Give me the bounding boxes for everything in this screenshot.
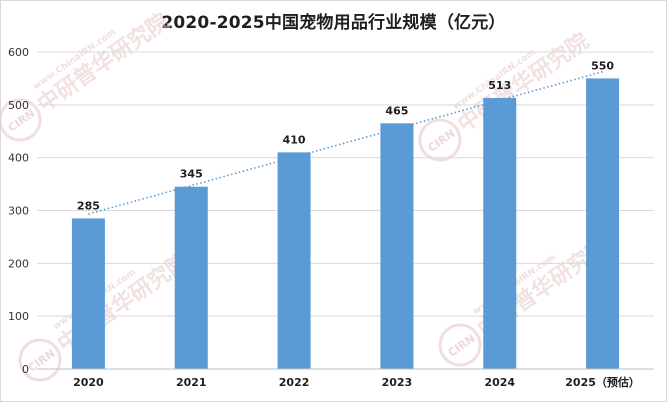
y-tick-label: 200 bbox=[8, 257, 29, 270]
x-tick-label: 2020 bbox=[73, 376, 104, 389]
data-label: 410 bbox=[283, 133, 306, 146]
watermark-logo bbox=[18, 338, 62, 382]
watermark-brand: 中研普华研究院 bbox=[453, 28, 594, 138]
watermark-logo bbox=[438, 323, 482, 367]
y-tick-label: 600 bbox=[8, 46, 29, 59]
data-label: 465 bbox=[385, 104, 408, 117]
y-tick-label: 100 bbox=[8, 310, 29, 323]
data-label: 285 bbox=[77, 199, 100, 212]
bar bbox=[174, 186, 208, 369]
watermark-brand: 中研普华研究院 bbox=[33, 8, 174, 118]
x-tick-label: 2025（预估） bbox=[565, 375, 640, 389]
bar bbox=[277, 152, 311, 369]
x-tick-label: 2022 bbox=[279, 376, 310, 389]
bar bbox=[380, 123, 414, 369]
data-label: 550 bbox=[591, 59, 614, 72]
y-tick-label: 500 bbox=[8, 99, 29, 112]
x-tick-label: 2021 bbox=[176, 376, 207, 389]
bar bbox=[586, 78, 620, 370]
watermark-logo bbox=[418, 118, 462, 162]
bar bbox=[483, 97, 517, 369]
x-tick-label: 2024 bbox=[484, 376, 515, 389]
bar bbox=[71, 218, 105, 369]
y-tick-label: 400 bbox=[8, 152, 29, 165]
watermark-logo bbox=[0, 98, 42, 142]
y-tick-label: 0 bbox=[22, 363, 29, 376]
watermark-logo-text: CIRN bbox=[446, 332, 478, 360]
chart-title: 2020-2025中国宠物用品行业规模（亿元） bbox=[161, 13, 506, 33]
y-tick-label: 300 bbox=[8, 205, 29, 218]
data-label: 345 bbox=[180, 168, 203, 181]
x-tick-label: 2023 bbox=[382, 376, 413, 389]
watermark-logo-text: CIRN bbox=[26, 347, 58, 375]
data-label: 513 bbox=[488, 79, 511, 92]
watermark-logo-text: CIRN bbox=[426, 127, 458, 155]
trendline bbox=[88, 71, 603, 215]
